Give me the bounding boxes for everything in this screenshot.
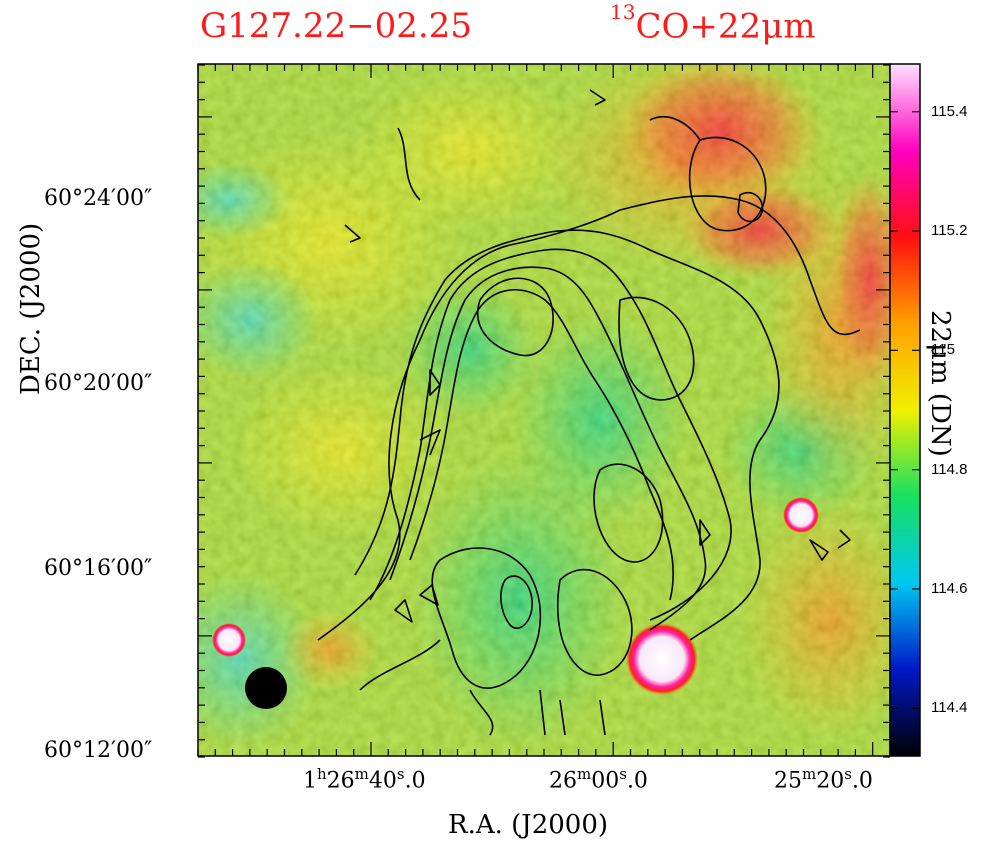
contour-fragment-13: [589, 89, 606, 106]
x-tick-part-h: h: [317, 765, 327, 783]
colorbar-tick-label: 114.6: [931, 579, 968, 597]
contour-fragment-11: [419, 429, 441, 456]
image-layer: [198, 64, 890, 756]
x-tick-part-s-val: 40: [368, 768, 397, 794]
contour-fragment-6: [469, 689, 494, 736]
x-tick-part-s-val: 20: [816, 768, 845, 794]
x-tick-part-m-val: 26: [326, 768, 355, 794]
x-tick-label: 1h26m40s.0: [303, 765, 426, 793]
contour-fragment-3: [394, 599, 413, 623]
y-tick-label: 60°20′00″: [44, 371, 153, 396]
colorbar-label: 22μm (DN): [925, 310, 955, 457]
source-right: [783, 497, 819, 533]
colorbar-tick-label: 115.4: [931, 102, 968, 120]
contour-3: [369, 248, 732, 621]
tracer-title: 13CO+22μm: [610, 0, 816, 47]
x-tick-part-frac: .0: [626, 768, 648, 794]
y-tick-label: 60°24′00″: [44, 186, 153, 211]
contour-fragment-5: [359, 639, 441, 691]
x-tick-part-m-val: 26: [549, 768, 577, 794]
x-tick-part-m: m: [802, 765, 817, 783]
colorbar-ticks: [890, 111, 920, 709]
x-tick-part-s: s: [619, 765, 627, 783]
noise-texture: [198, 64, 890, 756]
source-name-title: G127.22−02.25: [200, 6, 472, 46]
contour-fragment-2: [344, 224, 361, 243]
colorbar-frame: [889, 63, 921, 757]
contour-fragment-4: [419, 584, 439, 606]
x-axis-label: R.A. (J2000): [448, 810, 609, 840]
contour-peak-east: [618, 296, 695, 401]
x-tick-label: 26m00s.0: [549, 765, 648, 793]
colorbar: [890, 64, 920, 756]
x-tick-part-s-val: 00: [591, 768, 620, 794]
y-axis-label: DEC. (J2000): [16, 222, 46, 395]
co-contours: [317, 89, 861, 736]
point-sources: [212, 497, 819, 695]
x-tick-part-m-val: 25: [774, 768, 802, 794]
contour-fragment-9: [699, 519, 711, 546]
source-left: [212, 623, 246, 657]
axis-ticks: [197, 64, 891, 758]
tracer-title-text: CO+22μm: [635, 6, 816, 47]
contour-fragment-10: [429, 369, 441, 396]
x-tick-part-s: s: [396, 765, 405, 783]
beam-size-marker: [245, 667, 287, 709]
x-tick-part-m: m: [354, 765, 369, 783]
colorbar-tick-label: 114.4: [931, 699, 968, 717]
contour-5: [409, 289, 674, 601]
colorbar-tick-label: 114.8: [931, 460, 968, 478]
x-tick-part-s: s: [844, 765, 852, 783]
isotope-superscript: 13: [610, 0, 636, 24]
contour-peak-south-inner: [500, 575, 533, 629]
contour-outer: [317, 195, 861, 641]
contour-fragment-7: [539, 689, 606, 736]
x-tick-part-frac: .0: [404, 768, 426, 794]
contour-peak-mid: [593, 463, 664, 563]
contour-peak-ne: [688, 136, 767, 232]
source-bright: [626, 623, 698, 695]
colorbar-tick-label: 115: [931, 341, 955, 359]
contour-fragment-8: [809, 539, 829, 561]
contour-peak-north: [477, 277, 554, 357]
contour-2: [354, 229, 780, 641]
contour-peak-se: [556, 568, 633, 676]
contour-fragment-12: [837, 529, 851, 549]
x-tick-label: 25m20s.0: [774, 765, 873, 793]
contour-peak-south: [431, 547, 542, 689]
x-tick-part-frac: .0: [851, 768, 873, 794]
x-tick-part-m: m: [577, 765, 592, 783]
contour-fragment-14: [649, 115, 701, 141]
x-tick-part-main: 1: [303, 768, 317, 794]
y-tick-label: 60°12′00″: [44, 738, 153, 763]
contour-peak-ne-inner: [737, 191, 764, 223]
contour-fragment-1: [397, 127, 421, 201]
y-tick-label: 60°16′00″: [44, 556, 153, 581]
colorbar-tick-label: 115.2: [931, 222, 968, 240]
